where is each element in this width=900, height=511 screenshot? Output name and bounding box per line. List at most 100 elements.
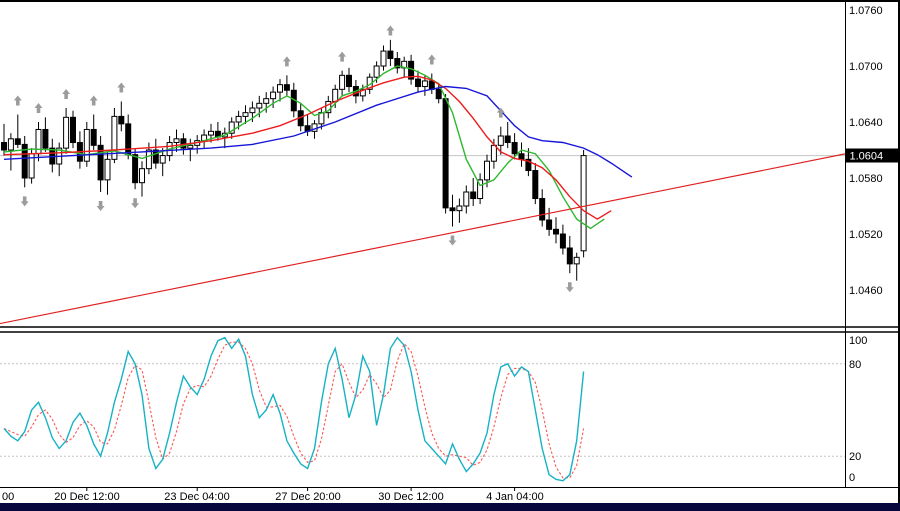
fractal-down-arrow-icon [448,235,457,246]
fractal-up-arrow-icon [496,107,505,118]
fractal-down-arrow-icon [131,198,140,209]
time-scale[interactable]: 00 20 Dec 12:00 23 Dec 04:00 27 Dec 20:0… [2,491,544,503]
fractal-down-arrow-icon [96,201,105,211]
candle-bear [525,158,532,172]
candle-bear [90,128,97,146]
candle-bear [42,128,49,149]
price-tick-label: 1.0640 [849,117,883,129]
candle-bear [283,84,290,91]
candle-bear [470,191,477,200]
time-tick-label: 4 Jan 04:00 [486,491,544,503]
fractal-up-arrow-icon [34,103,43,113]
price-tick-label: 1.0580 [849,173,883,185]
candle-bear [532,170,539,200]
fractal-up-arrow-icon [427,54,436,65]
candle-bull [332,88,339,102]
candle-bull [573,256,580,265]
alligator-teeth-line [3,75,612,220]
ascending-trendline[interactable] [0,153,846,325]
candle-bear [449,207,456,212]
bottom-bar [0,503,900,511]
candle-bear [387,50,394,60]
time-tick-label: 20 Dec 12:00 [54,491,119,503]
candle-bull [373,65,380,78]
candle-bear [504,135,511,144]
candle-bear [415,78,421,88]
price-scale[interactable]: 1.0760 1.0700 1.0640 1.0580 1.0520 1.046… [846,5,899,297]
fractal-up-arrow-icon [62,89,71,99]
price-tick-label: 1.0520 [849,229,883,241]
candle-bull [139,168,145,184]
candle-bear [14,138,21,145]
candle-bull [7,138,14,151]
candle-bull [270,91,277,100]
current-price-marker: 1.0604 [846,148,899,163]
candle-bear [428,80,435,90]
time-tick-label: 23 Dec 04:00 [164,491,229,503]
candle-bull [187,144,194,149]
time-tick-label: 30 Dec 12:00 [378,491,443,503]
oscillator-tick-label: 80 [849,359,861,371]
candle-bull [111,115,118,160]
candle-bull [249,107,256,114]
candle-bull [339,74,346,90]
candle-bull [456,205,463,212]
candle-bull [208,130,214,136]
alligator-lips-line [3,65,605,230]
candle-bull [325,100,332,114]
candle-bear [553,228,559,235]
candle-bull [380,50,387,67]
time-tick-label-partial: 00 [2,491,14,503]
fractal-down-arrow-icon [565,282,574,293]
candle-bear [559,233,566,249]
current-price-value: 1.0604 [850,151,884,163]
time-tick-label: 27 Dec 20:00 [275,491,340,503]
candle-bull [104,158,111,181]
stochastic-main-line [3,336,585,482]
oscillator-scale[interactable]: 100 80 20 0 [849,335,867,484]
candle-bear [21,143,28,179]
candle-bull [145,149,152,170]
top-border [0,0,900,2]
price-tick-label: 1.0760 [849,5,883,17]
candle-bear [546,219,553,230]
fractal-up-arrow-icon [386,25,395,36]
candle-bear [1,142,7,151]
candle-bull [477,179,484,200]
main-chart-plot[interactable] [0,25,846,325]
candle-bear [118,115,125,125]
candle-bear [152,149,159,164]
candle-bear [132,154,139,184]
candle-bear [442,98,449,209]
fractal-down-arrow-icon [20,196,29,207]
candle-bull [463,191,470,207]
fractal-up-arrow-icon [117,82,126,93]
candle-bull [277,84,283,93]
candle-bear [97,144,104,181]
fractal-up-arrow-icon [282,56,291,67]
fractal-up-arrow-icon [13,95,22,106]
candle-bull [580,155,587,252]
candle-bull [228,121,235,134]
candle-bear [539,198,546,221]
oscillator-plot[interactable] [0,336,845,482]
candle-bear [511,142,518,155]
candle-bear [394,58,401,69]
candle-bull [497,135,504,146]
candle-bull [421,80,428,88]
candle-bull [256,102,263,109]
candle-bear [346,74,352,88]
candle-bull [173,138,180,144]
candle-bear [518,153,525,160]
oscillator-tick-label: 100 [849,335,867,347]
candle-bear [70,116,76,144]
candle-bull [235,115,242,123]
candle-bull [63,116,70,149]
candle-bear [435,88,442,100]
fractal-up-arrow-icon [89,95,98,106]
